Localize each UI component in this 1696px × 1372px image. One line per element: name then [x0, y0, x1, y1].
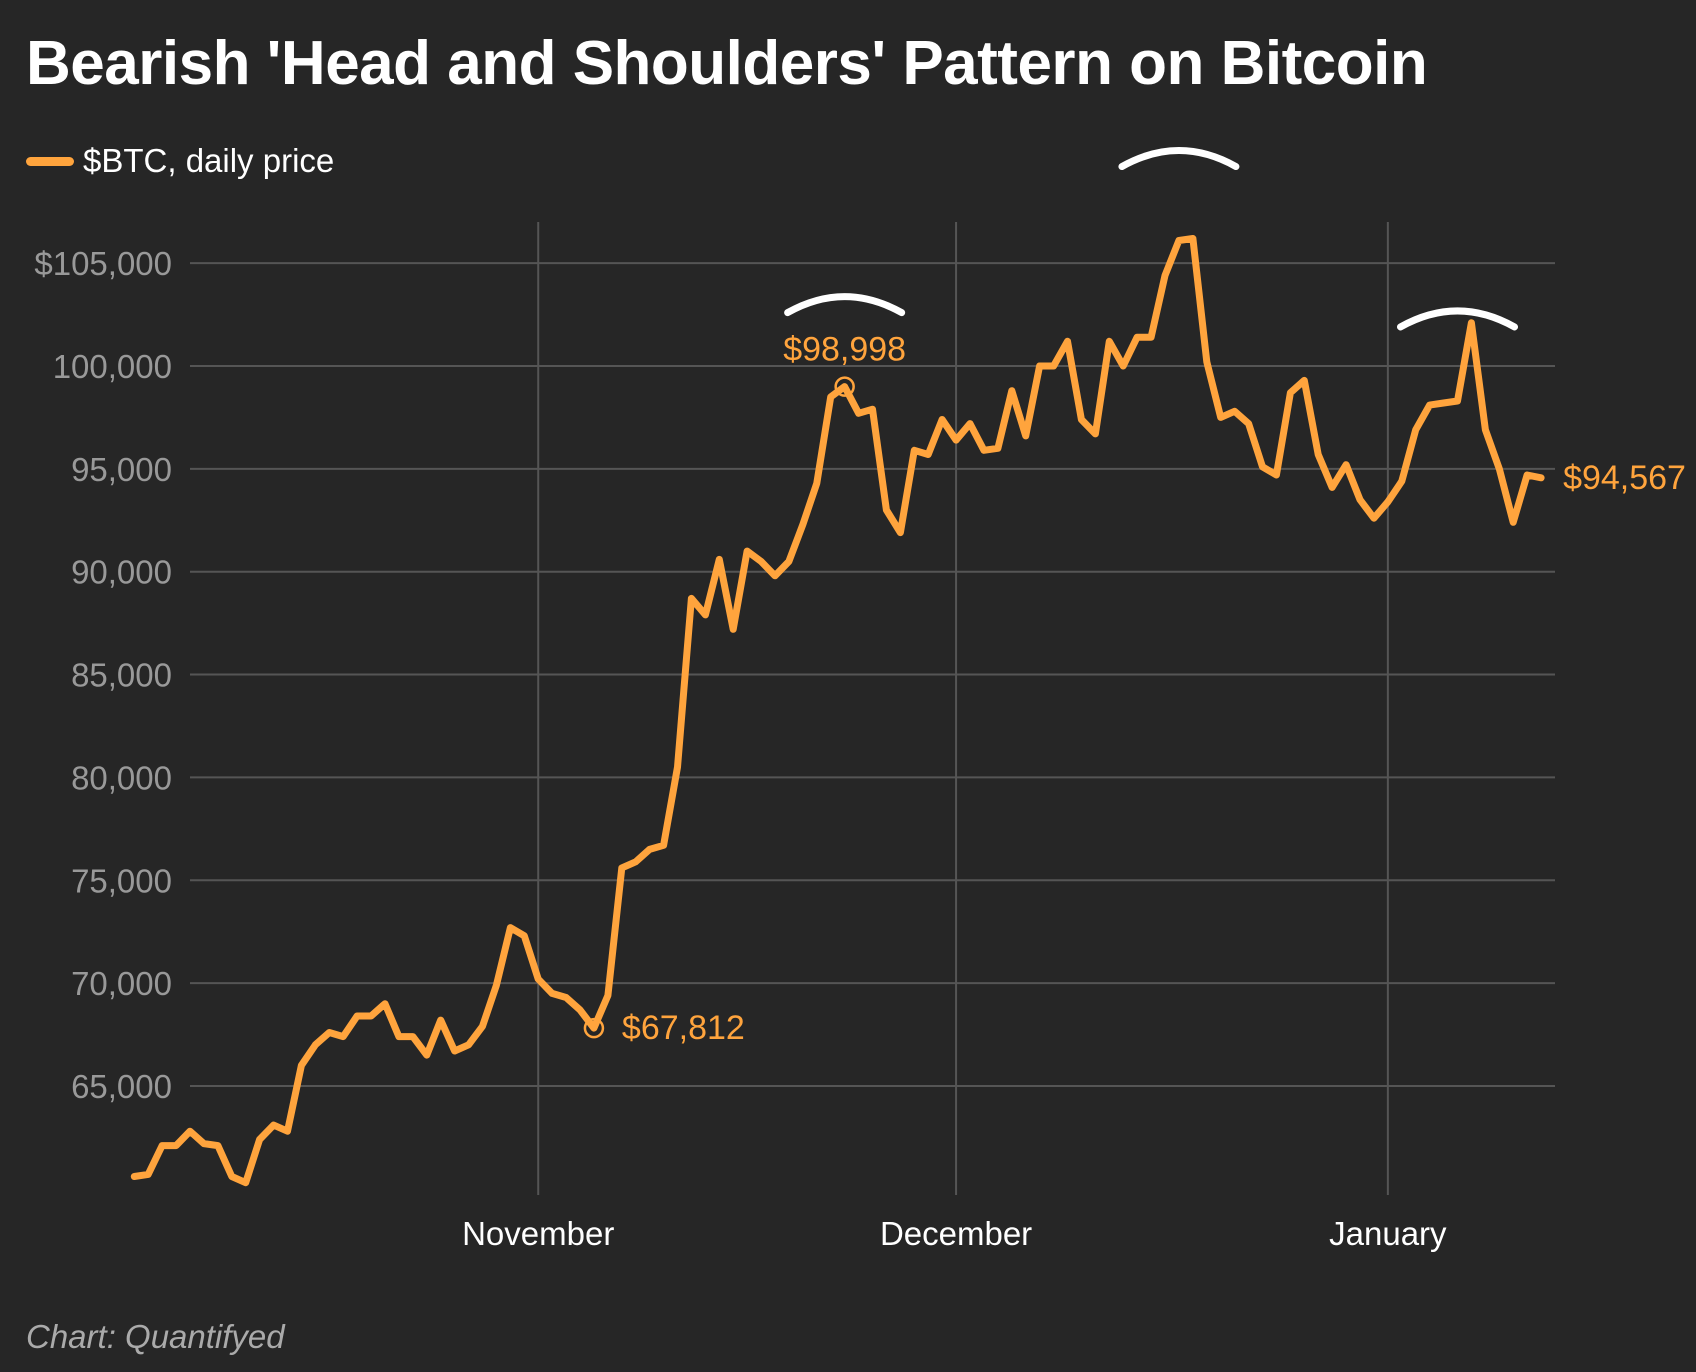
x-tick-label: January: [1329, 1215, 1447, 1252]
y-tick-label: 90,000: [71, 554, 172, 591]
left-shoulder-arc: [784, 293, 906, 317]
y-tick-label: 85,000: [71, 657, 172, 694]
annotation-marker: [834, 376, 855, 397]
y-tick-label: 70,000: [71, 965, 172, 1002]
annotation-layer: $98,998 $67,812 $94,567: [583, 331, 1686, 1047]
legend-label: $BTC, daily price: [83, 142, 335, 179]
y-tick-label: 80,000: [71, 759, 172, 796]
right-shoulder-arc: [1397, 307, 1518, 331]
y-tick-label: 95,000: [71, 451, 172, 488]
x-tick-label: December: [880, 1215, 1032, 1252]
chart-title: Bearish 'Head and Shoulders' Pattern on …: [26, 29, 1428, 98]
pattern-arcs: [784, 147, 1518, 331]
legend: $BTC, daily price: [26, 142, 334, 180]
annotation-label: $94,567: [1563, 459, 1686, 497]
legend-swatch: [26, 156, 74, 166]
y-tick-label: 75,000: [71, 862, 172, 899]
head-arc: [1118, 147, 1240, 171]
y-tick-label: 100,000: [53, 348, 172, 385]
grid-layer: [190, 222, 1555, 1195]
annotation-label: $98,998: [783, 331, 906, 369]
annotation-label: $67,812: [622, 1009, 745, 1047]
y-tick-label: 65,000: [71, 1068, 172, 1105]
chart-source: Chart: Quantifyed: [26, 1318, 285, 1355]
annotation-marker: [583, 1017, 605, 1039]
x-tick-label: November: [462, 1215, 614, 1252]
y-tick-label: $105,000: [34, 245, 172, 282]
axis-layer: 65,000 70,000 75,000 80,000 85,000 90,000 95,0…: [34, 245, 1447, 1252]
